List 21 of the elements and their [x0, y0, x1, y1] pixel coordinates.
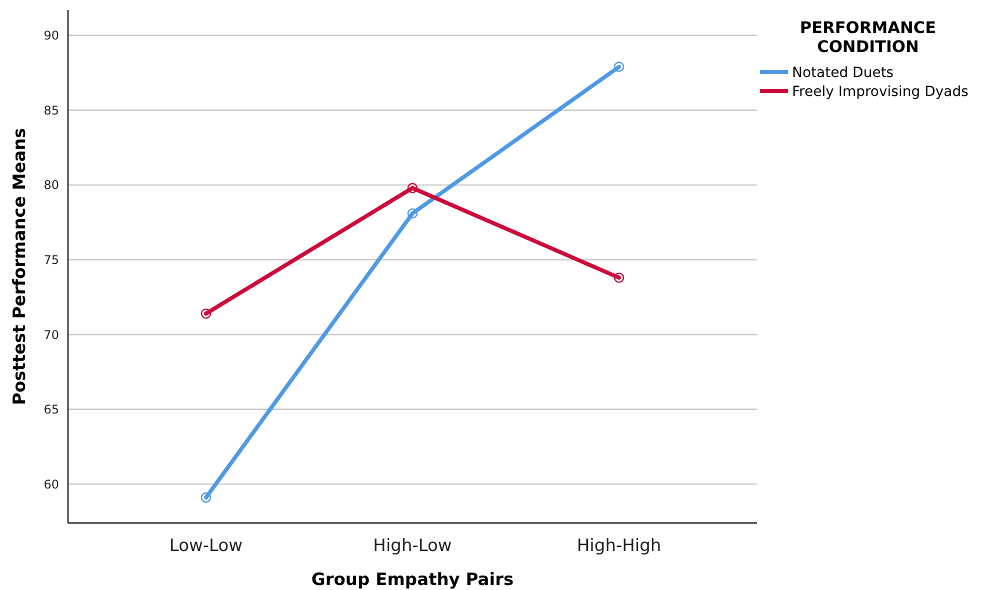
y-axis-title: Posttest Performance Means [10, 128, 30, 405]
legend-label: Notated Duets [792, 64, 894, 81]
point [614, 272, 624, 283]
x-axis-title: Group Empathy Pairs [311, 570, 514, 590]
point [407, 182, 418, 194]
point [200, 308, 212, 319]
y-tick-label: 75 [44, 252, 59, 267]
y-tick-label: 80 [44, 178, 59, 192]
point [407, 208, 418, 219]
point [614, 62, 624, 72]
legend-title: PERFORMANCE CONDITION [800, 18, 936, 56]
y-tick-label: 90 [44, 28, 59, 43]
x-tick-label: High-Low [373, 536, 452, 556]
x-tick-label: High-High [576, 536, 662, 556]
y-tick-label: 85 [44, 103, 59, 118]
legend-label: Freely Improvising Dyads [792, 84, 968, 100]
y-tick-label: 70 [44, 328, 59, 342]
y-tick-label: 60 [44, 477, 59, 492]
x-tick-label: Low-Low [169, 536, 243, 556]
y-tick-label: 65 [44, 402, 59, 417]
point [200, 492, 212, 503]
